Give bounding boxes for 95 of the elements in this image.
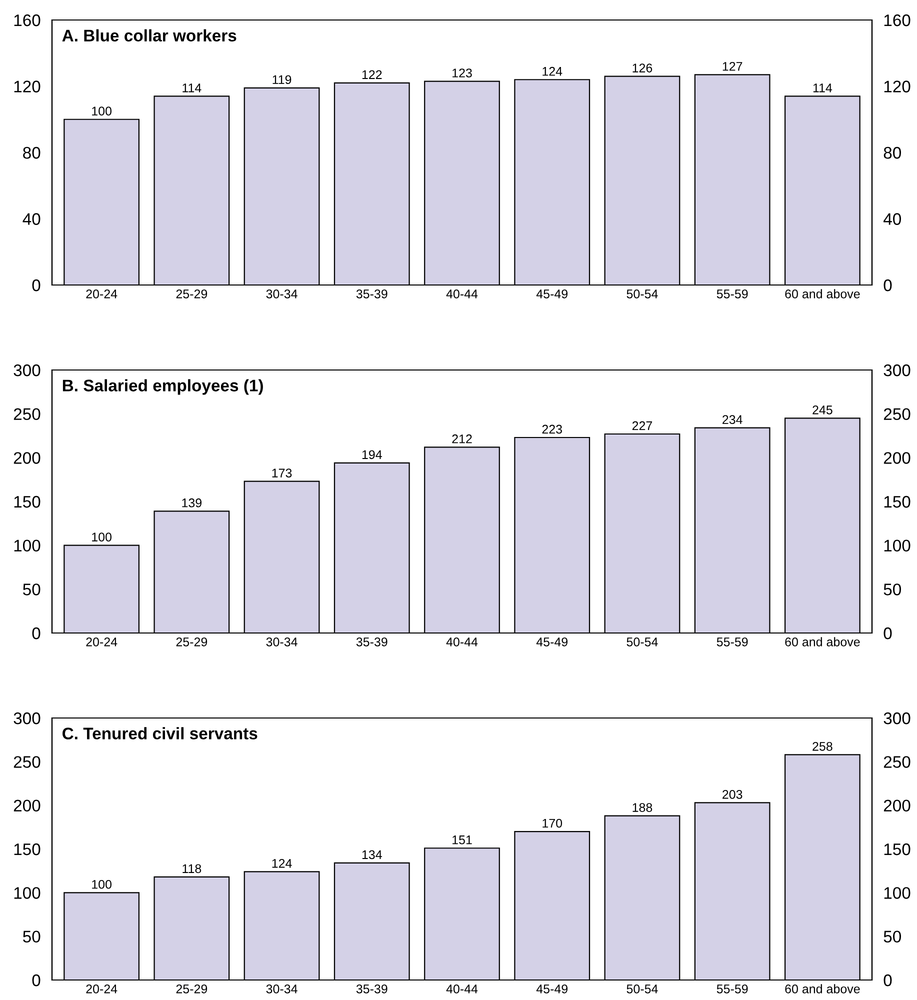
y2-tick-label: 80 (884, 146, 901, 159)
y-tick-label: 300 (14, 712, 40, 724)
data-label: 151 (452, 836, 472, 844)
y-tick-label: 150 (14, 843, 40, 856)
data-label: 127 (722, 62, 742, 71)
y2-tick-label: 200 (884, 800, 910, 812)
x-tick-label: 25-29 (176, 289, 208, 298)
data-label: 126 (632, 64, 652, 72)
data-label: 203 (722, 790, 742, 799)
x-tick-label: 20-24 (86, 637, 118, 646)
x-tick-label: 55-59 (716, 984, 748, 994)
data-label: 124 (272, 858, 292, 868)
y-tick-label: 50 (23, 930, 40, 943)
y2-tick-label: 300 (884, 712, 910, 724)
data-label: 258 (812, 742, 832, 751)
x-tick-label: 45-49 (536, 637, 568, 646)
data-label: 123 (452, 68, 472, 78)
y-tick-label: 250 (14, 756, 40, 768)
y2-tick-label: 250 (884, 408, 910, 420)
data-label: 212 (452, 434, 472, 444)
x-tick-label: 40-44 (446, 637, 478, 646)
data-label: 245 (812, 406, 832, 414)
x-tick-label: 55-59 (716, 289, 748, 298)
x-tick-label: 50-54 (626, 637, 658, 646)
data-label: 170 (542, 818, 562, 828)
data-label: 118 (182, 864, 202, 874)
y-tick-label: 80 (23, 146, 40, 159)
data-label: 134 (362, 850, 382, 860)
data-label: 139 (182, 498, 202, 508)
y-tick-label: 200 (14, 452, 40, 464)
y2-tick-label: 40 (883, 213, 901, 225)
y-tick-label: 0 (32, 279, 40, 292)
y-tick-label: 0 (32, 627, 40, 640)
data-label: 114 (182, 84, 202, 92)
x-tick-label: 25-29 (176, 637, 208, 646)
y2-tick-label: 250 (884, 756, 910, 768)
data-label: 234 (722, 415, 742, 424)
x-tick-label: 20-24 (86, 289, 118, 298)
y-tick-label: 100 (14, 540, 40, 552)
data-label: 122 (362, 70, 382, 79)
y2-tick-label: 150 (884, 496, 910, 508)
data-label: 119 (272, 75, 292, 84)
chart-title: A. Blue collar workers (62, 29, 236, 42)
y2-tick-label: 0 (884, 279, 892, 292)
y2-tick-label: 100 (884, 887, 910, 899)
x-tick-label: 40-44 (446, 984, 478, 994)
y-tick-label: 100 (14, 887, 40, 899)
y-tick-label: 40 (22, 213, 40, 225)
y2-tick-label: 200 (884, 452, 910, 464)
data-label: 114 (813, 84, 832, 92)
x-tick-label: 25-29 (176, 984, 208, 994)
x-tick-label: 50-54 (626, 289, 658, 298)
chart-title: C. Tenured civil servants (62, 727, 258, 740)
y2-tick-label: 0 (884, 627, 892, 640)
data-label: 100 (92, 106, 112, 116)
x-tick-label: 30-34 (266, 984, 298, 994)
x-tick-label: 30-34 (266, 289, 298, 298)
y2-tick-label: 150 (884, 843, 910, 856)
x-tick-label: 50-54 (626, 984, 658, 994)
y2-tick-label: 0 (884, 974, 892, 986)
x-tick-label: 35-39 (356, 289, 388, 298)
x-tick-label: 45-49 (536, 289, 568, 298)
y2-tick-label: 100 (884, 540, 910, 552)
y2-tick-label: 50 (884, 584, 901, 596)
text: B. Salaried employees (1) (62, 379, 263, 395)
y2-tick-label: 50 (884, 930, 901, 943)
x-tick-label: 55-59 (716, 637, 748, 646)
x-tick-label: 35-39 (356, 984, 388, 994)
x-tick-label: 60 and above (785, 637, 860, 646)
x-tick-label: 20-24 (86, 984, 118, 994)
y2-tick-label: 160 (884, 14, 910, 26)
y-tick-label: 50 (23, 584, 40, 596)
data-label: 227 (632, 421, 652, 430)
y-tick-label: 120 (14, 80, 40, 92)
data-label: 194 (362, 450, 382, 460)
data-label: 188 (632, 803, 652, 812)
x-tick-label: 45-49 (536, 984, 568, 994)
data-label: 100 (92, 532, 112, 542)
y-tick-label: 250 (14, 408, 40, 420)
x-tick-label: 40-44 (446, 289, 478, 298)
x-tick-label: 60 and above (785, 984, 860, 994)
x-tick-label: 30-34 (266, 637, 298, 646)
y-tick-label: 0 (32, 974, 40, 986)
y-tick-label: 300 (14, 364, 40, 376)
y-tick-label: 200 (14, 800, 40, 812)
data-label: 173 (272, 468, 292, 478)
y-tick-label: 150 (14, 496, 40, 508)
y-tick-label: 160 (14, 14, 40, 26)
y2-tick-label: 300 (884, 364, 910, 376)
x-tick-label: 35-39 (356, 637, 388, 646)
x-tick-label: 60 and above (785, 289, 860, 298)
data-label: 100 (92, 880, 112, 889)
y2-tick-label: 120 (884, 80, 910, 92)
data-label: 124 (542, 66, 562, 76)
data-label: 223 (542, 424, 562, 434)
